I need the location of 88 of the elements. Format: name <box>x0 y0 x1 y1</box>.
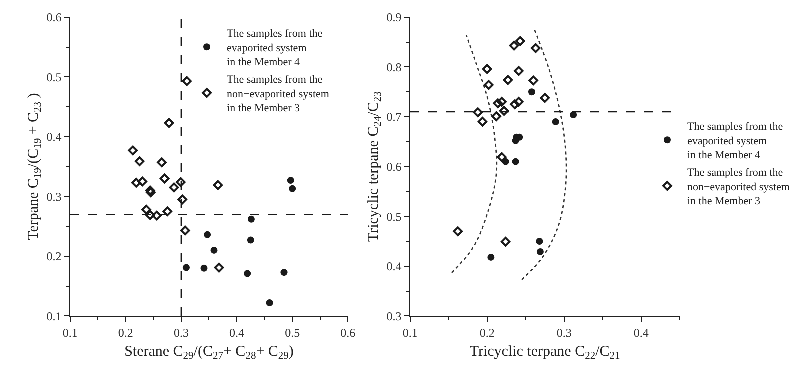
point <box>492 112 502 122</box>
y-tick-label: 0.5 <box>386 210 402 224</box>
point <box>138 176 148 187</box>
point <box>164 118 174 128</box>
point <box>145 210 156 220</box>
point <box>473 108 483 118</box>
point <box>493 98 504 108</box>
x-tick-label: 0.1 <box>402 326 418 340</box>
point <box>204 231 212 238</box>
legend-label: The samples from the evaporited system in the Member 4 <box>687 121 784 162</box>
point <box>570 112 578 119</box>
x-tick-label: 0.6 <box>340 326 356 340</box>
point <box>497 152 507 162</box>
point <box>128 146 138 156</box>
text: Sterane C$_{29}$/(C$_{27}$+ C$_{28}$+ C$_{29}$) <box>124 344 294 362</box>
point <box>178 194 188 205</box>
point <box>152 210 162 221</box>
point <box>182 76 192 86</box>
point <box>482 64 492 74</box>
point <box>213 180 224 190</box>
point <box>514 97 524 107</box>
x-tick-label: 0.2 <box>480 326 495 340</box>
point <box>160 174 170 184</box>
point <box>499 106 510 116</box>
point <box>289 185 296 192</box>
point <box>162 206 172 217</box>
point <box>536 248 544 256</box>
point <box>540 93 550 103</box>
point <box>500 237 511 247</box>
legend-label: The samples from the evaporited system in the Member 4 <box>227 28 323 69</box>
point <box>157 158 167 168</box>
y-tick-label: 0.6 <box>46 10 62 25</box>
legend-label: The samples from the non−evaporited system in the Member 3 <box>227 74 330 115</box>
point <box>142 204 152 215</box>
y-tick-label: 0.3 <box>46 190 62 204</box>
y-tick-label: 0.5 <box>46 70 62 84</box>
point <box>176 177 186 188</box>
y-tick-label: 0.4 <box>46 130 62 144</box>
point <box>514 66 524 76</box>
y-tick-label: 0.6 <box>386 160 402 174</box>
point <box>512 137 520 144</box>
y-tick-label: 0.9 <box>386 10 402 25</box>
legend-label: The samples from the non−evaporited system in the Member 3 <box>687 167 790 208</box>
x-tick-label: 0.5 <box>285 326 300 340</box>
x-tick-label: 0.3 <box>174 326 189 340</box>
point <box>169 182 180 193</box>
point <box>200 264 208 272</box>
point <box>512 158 520 166</box>
point <box>248 216 255 223</box>
y-tick-label: 0.7 <box>386 110 402 124</box>
point <box>266 300 274 307</box>
point <box>247 236 254 244</box>
point <box>134 156 145 166</box>
y-tick-label: 0.4 <box>386 260 402 274</box>
point <box>497 97 507 107</box>
point <box>552 118 560 126</box>
point <box>528 76 538 86</box>
point <box>287 177 294 184</box>
point <box>510 100 520 110</box>
x-axis-title: Tricyclic terpane C$_{22}$/C$_{21}$ <box>470 344 620 362</box>
point <box>210 246 218 254</box>
point <box>536 238 544 245</box>
y-tick-label: 0.3 <box>386 309 402 324</box>
point <box>280 269 288 276</box>
x-tick-label: 0.1 <box>62 326 78 340</box>
x-tick-label: 0.2 <box>118 326 134 340</box>
y-tick-label: 0.8 <box>386 60 402 74</box>
point <box>182 264 190 272</box>
x-tick-label: 0.4 <box>634 326 649 340</box>
point <box>509 40 520 51</box>
line-series <box>521 28 568 280</box>
point <box>516 36 526 46</box>
point <box>244 270 252 278</box>
point <box>503 75 514 86</box>
line-series <box>451 34 498 274</box>
y-tick-label: 0.2 <box>46 250 62 264</box>
y-tick-label: 0.1 <box>46 309 62 324</box>
x-tick-label: 0.3 <box>556 326 572 340</box>
point <box>453 226 463 236</box>
point <box>488 254 495 261</box>
x-tick-label: 0.4 <box>230 326 245 340</box>
point <box>478 117 488 127</box>
point <box>214 262 224 273</box>
point <box>132 178 142 188</box>
point <box>528 88 536 96</box>
point <box>530 43 541 54</box>
point <box>180 226 190 236</box>
point <box>484 80 494 90</box>
